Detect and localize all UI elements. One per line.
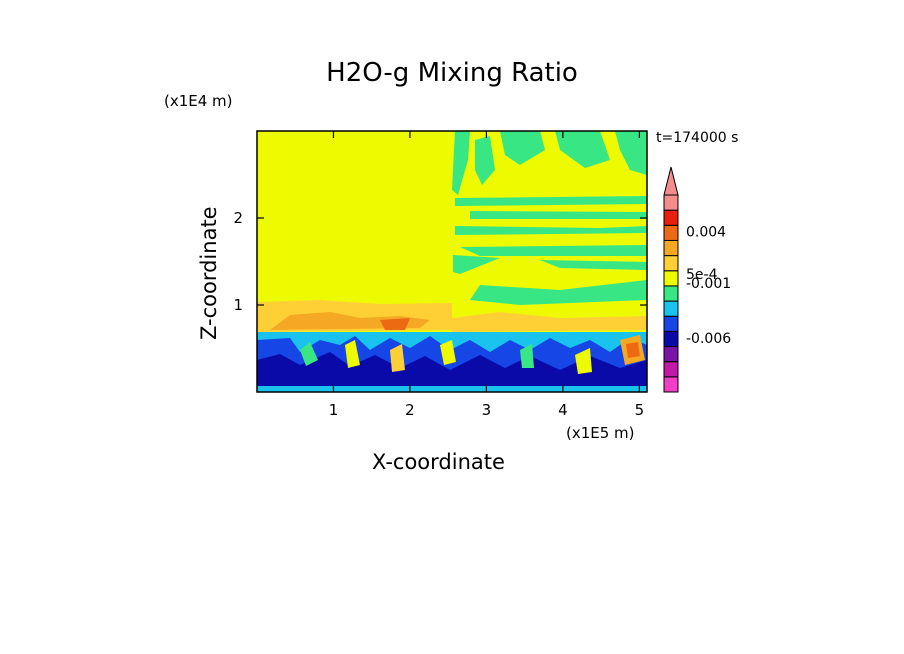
colorbar-swatch: [663, 330, 679, 348]
x-tick-label: 3: [482, 401, 492, 419]
colorbar-swatch: [663, 315, 679, 332]
x-tick-label: 5: [635, 401, 645, 419]
y-axis: 12: [233, 209, 647, 314]
x-axis: 1 2 3 4 5: [329, 131, 644, 419]
colorbar-label: -0.001: [686, 276, 731, 292]
chart-title: H2O-g Mixing Ratio: [326, 58, 578, 88]
colorbar-swatch: [663, 270, 679, 287]
x-axis-unit: (x1E5 m): [566, 424, 635, 442]
colorbar-swatch: [663, 361, 679, 378]
colorbar-swatch: [663, 239, 679, 257]
z-axis-unit: (x1E4 m): [164, 92, 233, 110]
colorbar-swatch: [663, 285, 679, 302]
x-tick-label: 4: [558, 401, 568, 419]
x-tick-label: 2: [405, 401, 415, 419]
colorbar-label: 0.004: [686, 224, 726, 240]
field-plot: [257, 131, 647, 392]
x-tick-label: 1: [329, 401, 339, 419]
y-tick-label: 1: [233, 296, 243, 314]
x-axis-label: X-coordinate: [372, 450, 505, 474]
colorbar-swatch: [663, 300, 679, 317]
colorbar-extend-arrow: [663, 166, 679, 196]
boundary-layer: [257, 332, 647, 392]
plot-frame: [256, 130, 648, 393]
colorbar-swatch: [663, 255, 679, 272]
colorbar-swatch: [663, 224, 679, 241]
y-tick-label: 2: [233, 209, 243, 227]
upper-streaks: [452, 131, 647, 305]
colorbar-swatch: [663, 346, 679, 363]
colorbar-label: 5e-4: [686, 267, 718, 283]
colorbar-swatch: [663, 376, 679, 393]
colorbar: 0.004 5e-4-0.001 -0.006: [663, 166, 731, 393]
time-label: t=174000 s: [656, 130, 739, 146]
colorbar-swatch: [663, 194, 679, 211]
colorbar-swatch: [663, 209, 679, 226]
colorbar-label: -0.006: [686, 331, 731, 347]
